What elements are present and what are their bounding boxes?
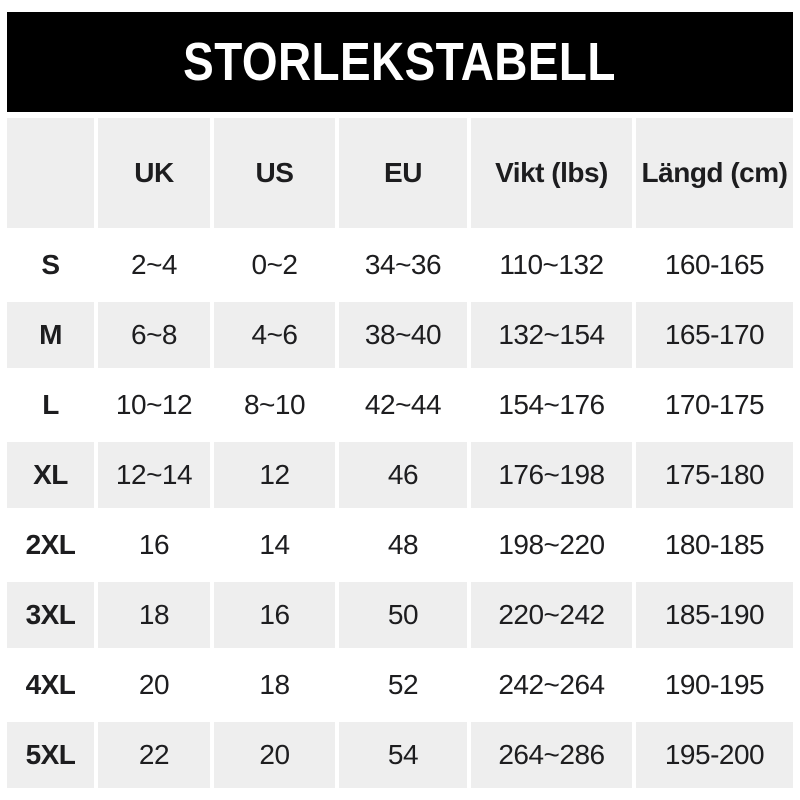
column-header-size [7,118,94,228]
size-label: L [7,372,94,438]
table-cell: 20 [98,652,210,718]
table-cell: 52 [339,652,467,718]
table-cell: 0~2 [214,232,335,298]
title-banner: STORLEKSTABELL [7,12,793,112]
table-cell: 18 [214,652,335,718]
table-cell: 12 [214,442,335,508]
table-cell: 110~132 [471,232,632,298]
size-table: UK US EU Vikt (lbs) Längd (cm) S 2~4 0~2… [7,118,793,788]
table-cell: 170-175 [636,372,793,438]
column-header-us: US [214,118,335,228]
table-cell: 34~36 [339,232,467,298]
table-cell: 176~198 [471,442,632,508]
table-cell: 12~14 [98,442,210,508]
table-cell: 54 [339,722,467,788]
table-cell: 160-165 [636,232,793,298]
table-cell: 132~154 [471,302,632,368]
column-header-langd: Längd (cm) [636,118,793,228]
table-cell: 2~4 [98,232,210,298]
table-cell: 190-195 [636,652,793,718]
column-header-uk: UK [98,118,210,228]
size-label: S [7,232,94,298]
size-label: 5XL [7,722,94,788]
table-cell: 175-180 [636,442,793,508]
table-cell: 4~6 [214,302,335,368]
page-title: STORLEKSTABELL [183,32,617,92]
table-cell: 220~242 [471,582,632,648]
table-cell: 20 [214,722,335,788]
table-cell: 10~12 [98,372,210,438]
table-cell: 14 [214,512,335,578]
table-cell: 46 [339,442,467,508]
table-cell: 50 [339,582,467,648]
table-cell: 22 [98,722,210,788]
column-header-vikt: Vikt (lbs) [471,118,632,228]
table-cell: 165-170 [636,302,793,368]
table-cell: 195-200 [636,722,793,788]
table-cell: 185-190 [636,582,793,648]
size-label: M [7,302,94,368]
size-label: XL [7,442,94,508]
size-label: 2XL [7,512,94,578]
table-cell: 154~176 [471,372,632,438]
table-cell: 42~44 [339,372,467,438]
table-cell: 242~264 [471,652,632,718]
table-cell: 16 [98,512,210,578]
table-cell: 264~286 [471,722,632,788]
table-cell: 198~220 [471,512,632,578]
table-cell: 48 [339,512,467,578]
table-cell: 180-185 [636,512,793,578]
table-cell: 16 [214,582,335,648]
column-header-eu: EU [339,118,467,228]
size-label: 4XL [7,652,94,718]
table-cell: 38~40 [339,302,467,368]
table-cell: 6~8 [98,302,210,368]
table-cell: 8~10 [214,372,335,438]
table-cell: 18 [98,582,210,648]
size-label: 3XL [7,582,94,648]
